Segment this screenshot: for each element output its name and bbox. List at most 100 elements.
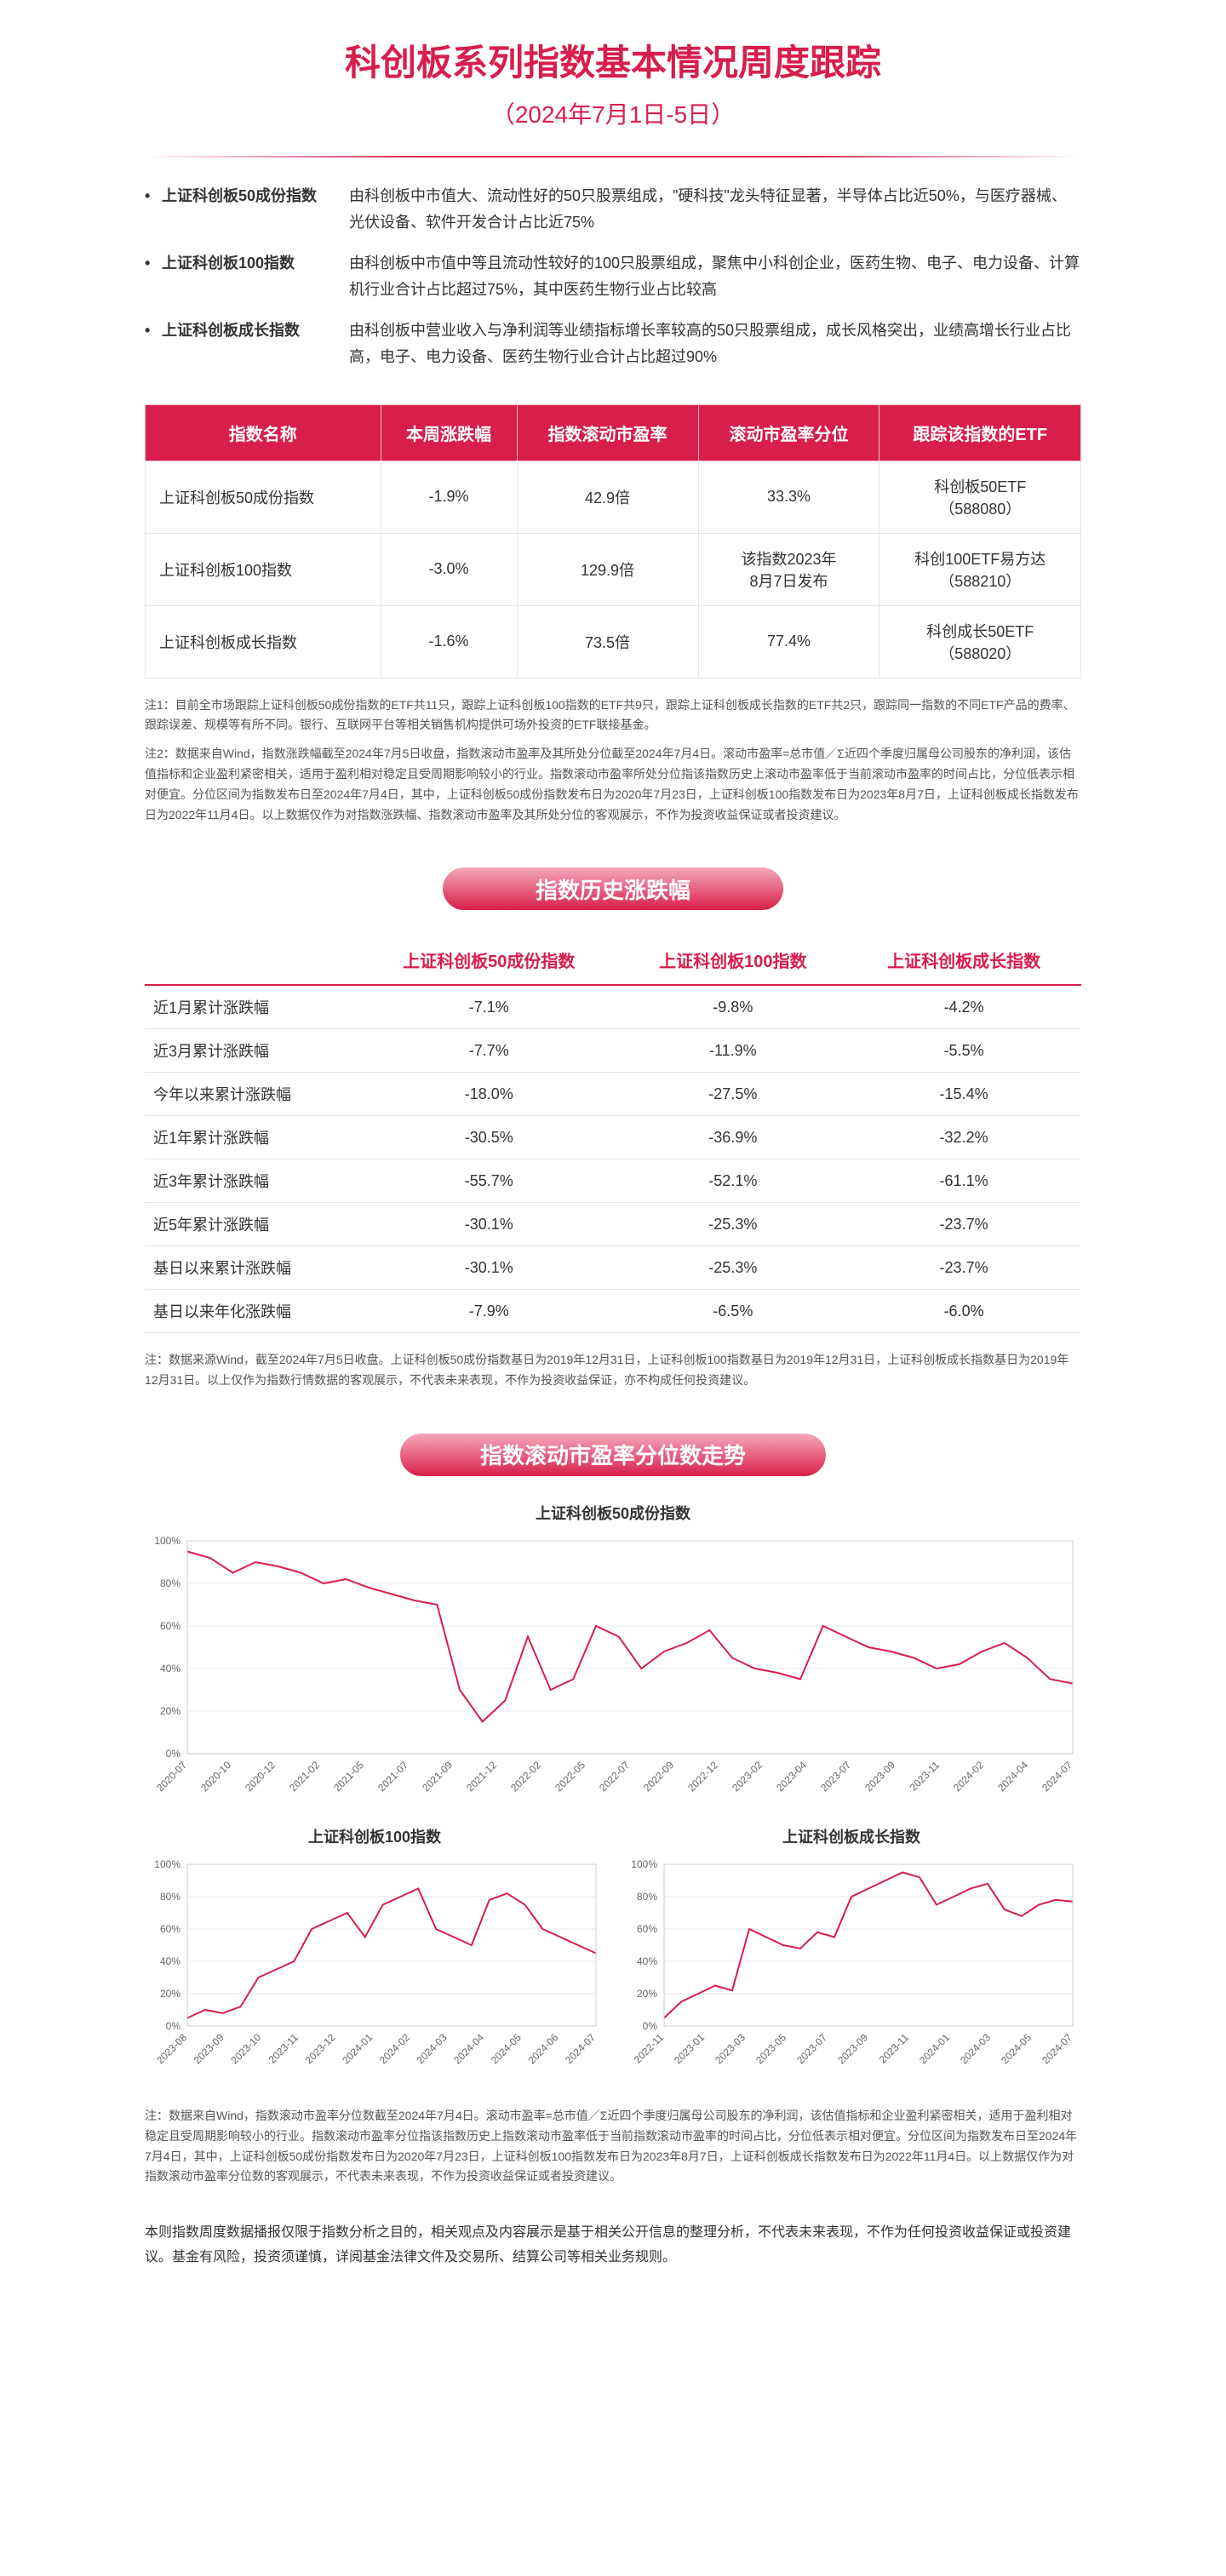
table-cell: -3.0%: [381, 533, 517, 605]
svg-text:40%: 40%: [637, 1955, 657, 1967]
table-cell: 基日以来年化涨跌幅: [145, 1290, 358, 1333]
table-cell: 近3年累计涨跌幅: [145, 1159, 358, 1203]
table-cell: 上证科创板成长指数: [146, 605, 381, 678]
svg-text:2024-05: 2024-05: [489, 2031, 524, 2066]
svg-text:2024-03: 2024-03: [958, 2031, 993, 2066]
table-cell: 33.3%: [698, 461, 879, 533]
svg-text:2022-11: 2022-11: [632, 2031, 667, 2066]
svg-text:2020-10: 2020-10: [198, 1759, 233, 1794]
table-cell: -32.2%: [846, 1116, 1081, 1159]
svg-text:20%: 20%: [160, 1988, 180, 2000]
chart1-title: 上证科创板50成份指数: [145, 1502, 1081, 1524]
svg-text:20%: 20%: [160, 1705, 180, 1717]
description-list: • 上证科创板50成份指数 由科创板中市值大、流动性好的50只股票组成，"硬科技…: [145, 183, 1081, 370]
svg-text:2024-05: 2024-05: [999, 2031, 1034, 2066]
desc-text: 由科创板中市值大、流动性好的50只股票组成，"硬科技"龙头特征显著，半导体占比近…: [349, 183, 1081, 235]
pe-section-header: 指数滚动市盈率分位数走势: [400, 1434, 826, 1476]
svg-text:2024-04: 2024-04: [995, 1759, 1030, 1794]
svg-text:2023-09: 2023-09: [835, 2031, 870, 2066]
table-row: 近3年累计涨跌幅-55.7%-52.1%-61.1%: [145, 1159, 1081, 1203]
svg-text:2023-11: 2023-11: [266, 2031, 301, 2066]
hist-table-header: 上证科创板成长指数: [846, 936, 1081, 985]
table-cell: -36.9%: [619, 1116, 846, 1159]
chart-star100: 上证科创板100指数 0%20%40%60%80%100%2023-082023…: [145, 1825, 604, 2081]
main-table-header: 指数名称: [146, 404, 381, 461]
table-cell: -23.7%: [846, 1246, 1081, 1290]
table-cell: 近1年累计涨跌幅: [145, 1116, 358, 1159]
main-table-header: 本周涨跌幅: [381, 404, 517, 461]
bullet: •: [145, 183, 162, 235]
svg-text:2023-11: 2023-11: [877, 2031, 912, 2066]
svg-text:2024-01: 2024-01: [917, 2031, 952, 2066]
svg-text:2024-06: 2024-06: [525, 2031, 560, 2066]
svg-text:2021-12: 2021-12: [464, 1759, 499, 1794]
svg-text:2023-09: 2023-09: [862, 1759, 897, 1794]
table-cell: 基日以来累计涨跌幅: [145, 1246, 358, 1290]
table-cell: 上证科创板100指数: [146, 533, 381, 605]
svg-text:2023-03: 2023-03: [713, 2031, 748, 2066]
table-cell: -25.3%: [619, 1246, 846, 1290]
table-cell: -52.1%: [619, 1159, 846, 1203]
table-cell: -23.7%: [846, 1203, 1081, 1246]
table-cell: -6.5%: [619, 1290, 846, 1333]
svg-text:2022-07: 2022-07: [597, 1759, 632, 1794]
svg-text:2022-05: 2022-05: [553, 1759, 587, 1794]
table-row: 近5年累计涨跌幅-30.1%-25.3%-23.7%: [145, 1203, 1081, 1246]
svg-text:0%: 0%: [643, 2020, 658, 2032]
svg-text:20%: 20%: [637, 1988, 657, 2000]
svg-text:2023-07: 2023-07: [794, 2031, 829, 2066]
svg-text:2024-07: 2024-07: [1040, 1759, 1074, 1794]
table-cell: -1.9%: [381, 461, 517, 533]
svg-text:2023-02: 2023-02: [730, 1759, 765, 1794]
main-table-header: 滚动市盈率分位: [698, 404, 879, 461]
svg-text:2022-02: 2022-02: [508, 1759, 543, 1794]
svg-text:2023-11: 2023-11: [908, 1759, 942, 1794]
table-cell: 129.9倍: [517, 533, 698, 605]
chart-star50: 上证科创板50成份指数 0%20%40%60%80%100%2020-07202…: [145, 1502, 1081, 1808]
svg-text:2020-07: 2020-07: [154, 1759, 189, 1794]
note-2: 注2：数据来自Wind，指数涨跌幅截至2024年7月5日收盘，指数滚动市盈率及其…: [145, 744, 1081, 825]
svg-text:2024-07: 2024-07: [563, 2031, 598, 2066]
table-row: 基日以来年化涨跌幅-7.9%-6.5%-6.0%: [145, 1290, 1081, 1333]
table-cell: -25.3%: [619, 1203, 846, 1246]
svg-text:40%: 40%: [160, 1663, 180, 1674]
table-cell: -30.1%: [358, 1246, 620, 1290]
svg-text:2023-04: 2023-04: [774, 1759, 809, 1794]
svg-text:80%: 80%: [160, 1891, 180, 1903]
svg-text:2023-08: 2023-08: [154, 2031, 189, 2066]
table-cell: -1.6%: [381, 605, 517, 678]
svg-text:2024-07: 2024-07: [1040, 2031, 1074, 2066]
table-cell: 73.5倍: [517, 605, 698, 678]
table-row: 今年以来累计涨跌幅-18.0%-27.5%-15.4%: [145, 1073, 1081, 1116]
hist-note: 注：数据来源Wind，截至2024年7月5日收盘。上证科创板50成份指数基日为2…: [145, 1350, 1081, 1391]
svg-text:2023-05: 2023-05: [753, 2031, 788, 2066]
svg-text:80%: 80%: [637, 1891, 657, 1903]
table-cell: 近5年累计涨跌幅: [145, 1203, 358, 1246]
svg-text:2020-12: 2020-12: [243, 1759, 278, 1794]
svg-text:100%: 100%: [631, 1858, 657, 1870]
svg-text:2022-12: 2022-12: [685, 1759, 720, 1794]
svg-text:2021-07: 2021-07: [375, 1759, 410, 1794]
table-cell: -7.1%: [358, 985, 620, 1029]
table-cell: 42.9倍: [517, 461, 698, 533]
table-cell: -6.0%: [846, 1290, 1081, 1333]
svg-text:100%: 100%: [154, 1858, 180, 1870]
svg-text:40%: 40%: [160, 1955, 180, 1967]
divider: [145, 156, 1081, 157]
table-cell: -55.7%: [358, 1159, 620, 1203]
svg-text:2023-12: 2023-12: [303, 2031, 338, 2066]
chart3-title: 上证科创板成长指数: [622, 1825, 1081, 1847]
svg-text:2023-09: 2023-09: [192, 2031, 226, 2066]
table-cell: -30.1%: [358, 1203, 620, 1246]
disclaimer: 本则指数周度数据播报仅限于指数分析之目的，相关观点及内容展示是基于相关公开信息的…: [145, 2221, 1081, 2270]
table-row: 上证科创板50成份指数-1.9%42.9倍33.3%科创板50ETF（58808…: [146, 461, 1081, 533]
sub-title: （2024年7月1日-5日）: [145, 96, 1081, 130]
desc-label: 上证科创板50成份指数: [162, 183, 349, 235]
svg-text:2024-02: 2024-02: [377, 2031, 412, 2066]
table-row: 基日以来累计涨跌幅-30.1%-25.3%-23.7%: [145, 1246, 1081, 1290]
svg-text:0%: 0%: [166, 1748, 181, 1760]
desc-text: 由科创板中市值中等且流动性较好的100只股票组成，聚焦中小科创企业，医药生物、电…: [349, 250, 1081, 302]
svg-text:100%: 100%: [154, 1535, 180, 1547]
table-row: 近1月累计涨跌幅-7.1%-9.8%-4.2%: [145, 985, 1081, 1029]
hist-section-header: 指数历史涨跌幅: [443, 867, 783, 910]
